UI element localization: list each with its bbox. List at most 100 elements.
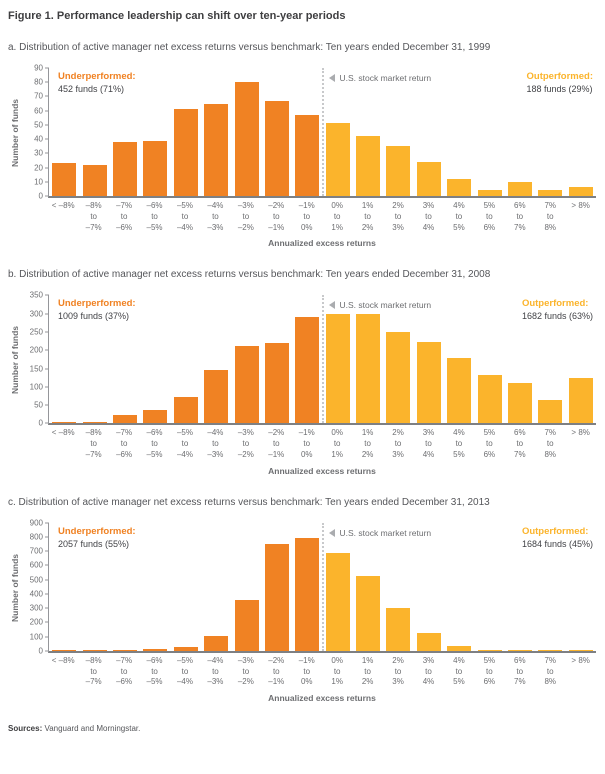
bar-underperformed — [204, 370, 229, 424]
y-tick-mark — [45, 138, 49, 140]
bar-outperformed — [447, 178, 472, 196]
y-tick: 150 — [21, 364, 49, 373]
y-tick-mark — [45, 110, 49, 112]
bar-slot — [323, 295, 353, 424]
bar-slot — [566, 68, 596, 196]
y-tick: 600 — [21, 561, 49, 570]
bar-slot — [140, 68, 170, 196]
outperformed-label: Outperformed: — [526, 71, 594, 82]
y-tick-label: 70 — [34, 91, 43, 101]
y-tick-mark — [45, 422, 49, 424]
x-category-label: 4% to 5% — [453, 428, 465, 459]
chart-panel-b: b. Distribution of active manager net ex… — [8, 269, 596, 476]
x-axis-title: Annualized excess returns — [268, 238, 376, 249]
bar-slot — [535, 523, 565, 651]
y-tick: 500 — [21, 575, 49, 584]
bar-underperformed — [264, 100, 289, 196]
bar-slot — [292, 295, 322, 424]
market-return-annotation: U.S. stock market return — [328, 300, 432, 311]
bar-underperformed — [143, 409, 168, 424]
bar-outperformed — [477, 649, 502, 651]
underperformed-label: Underperformed: — [58, 71, 136, 82]
bar-outperformed — [386, 331, 411, 424]
bar-underperformed — [295, 537, 320, 651]
underperformed-count: 1009 funds (37%) — [58, 311, 130, 322]
y-tick-mark — [45, 579, 49, 581]
x-category-label: –8% to –7% — [85, 201, 102, 232]
y-tick-mark — [45, 331, 49, 333]
y-tick-mark — [45, 386, 49, 388]
bar-slot — [444, 295, 474, 424]
sources-text: Vanguard and Morningstar. — [42, 724, 141, 734]
underperformed-label: Underperformed: — [58, 298, 136, 310]
x-category-label: –3% to –2% — [237, 655, 254, 687]
x-category-label: –7% to –6% — [116, 428, 133, 459]
sources-label: Sources: — [8, 724, 43, 734]
bar-outperformed — [447, 645, 472, 651]
y-tick-label: 50 — [34, 400, 43, 410]
y-tick: 400 — [21, 589, 49, 598]
bar-underperformed — [82, 164, 107, 196]
x-category-label: 5% to 6% — [483, 655, 496, 687]
bar-slot — [566, 523, 596, 651]
x-category-label: 1% to 2% — [361, 201, 374, 232]
bar-outperformed — [508, 649, 533, 651]
chart-subtitle: b. Distribution of active manager net ex… — [8, 269, 491, 281]
underperformed-count: 2057 funds (55%) — [58, 538, 130, 549]
bar-outperformed — [386, 608, 411, 651]
y-tick-mark — [45, 650, 49, 652]
chart-panel-a: a. Distribution of active manager net ex… — [8, 42, 596, 248]
outperformed-annotation: Outperformed: 188 funds (29%) — [527, 71, 594, 94]
y-tick: 50 — [21, 120, 49, 129]
bar-slot — [49, 523, 79, 651]
y-tick: 100 — [21, 632, 49, 641]
bar-outperformed — [325, 123, 350, 196]
y-tick-label: 200 — [29, 617, 43, 627]
bar-slot — [535, 295, 565, 424]
x-category-label: 6% to 7% — [514, 428, 526, 459]
bar-underperformed — [204, 636, 229, 651]
chart-row: Number of funds Underperformed: 2057 fun… — [8, 518, 596, 703]
y-axis-title-column: Number of funds — [8, 523, 22, 653]
x-category-label: –3% to –2% — [237, 201, 254, 232]
bar-underperformed — [82, 422, 107, 424]
x-labels: < –8% –8% to –7% –7% to –6% –6% to –5% –5% to –4% –4%… — [48, 201, 596, 233]
x-category-label: –5% to –4% — [176, 201, 193, 232]
x-category-label: –2% to –1% — [268, 655, 285, 687]
bar-underperformed — [173, 109, 198, 196]
x-category-label: 7% to 8% — [544, 201, 556, 232]
outperformed-annotation: Outperformed: 1682 funds (63%) — [522, 298, 593, 321]
y-tick: 100 — [21, 382, 49, 391]
chart-subtitle: a. Distribution of active manager net ex… — [8, 42, 491, 53]
y-tick-label: 350 — [29, 290, 43, 300]
y-tick-label: 60 — [34, 106, 43, 116]
market-return-dashed-line — [321, 68, 324, 196]
y-tick-label: 150 — [29, 364, 43, 374]
x-category-label: –6% to –5% — [146, 201, 163, 232]
y-tick: 300 — [21, 604, 49, 613]
x-axis-title: Annualized excess returns — [268, 465, 376, 476]
y-tick-label: 300 — [29, 603, 43, 613]
bar-slot — [201, 68, 231, 196]
market-return-label: U.S. stock market return — [339, 300, 432, 311]
bar-slot — [383, 295, 413, 424]
plot-column: Underperformed: 2057 funds (55%) U.S. st… — [30, 518, 596, 703]
y-tick-mark — [45, 607, 49, 609]
y-tick: 0 — [21, 192, 49, 201]
y-tick-label: 250 — [29, 327, 43, 337]
bar-outperformed — [356, 136, 381, 196]
x-category-label: –6% to –5% — [146, 428, 163, 459]
bar-slot — [201, 523, 231, 651]
x-category-label: –5% to –4% — [176, 655, 193, 687]
y-tick-mark — [45, 81, 49, 83]
bar-slot — [292, 523, 322, 651]
left-arrow-icon — [328, 528, 335, 537]
x-category-label: 7% to 8% — [544, 428, 556, 459]
chart-row: Number of funds Underperformed: 1009 fun… — [8, 291, 596, 476]
x-labels: < –8% –8% to –7% –7% to –6% –6% to –5% –5% to –4% –4%… — [48, 428, 596, 460]
y-tick-mark — [45, 294, 49, 296]
bar-underperformed — [52, 421, 77, 424]
bar-outperformed — [356, 575, 381, 651]
x-category-label: 2% to 3% — [392, 655, 404, 687]
